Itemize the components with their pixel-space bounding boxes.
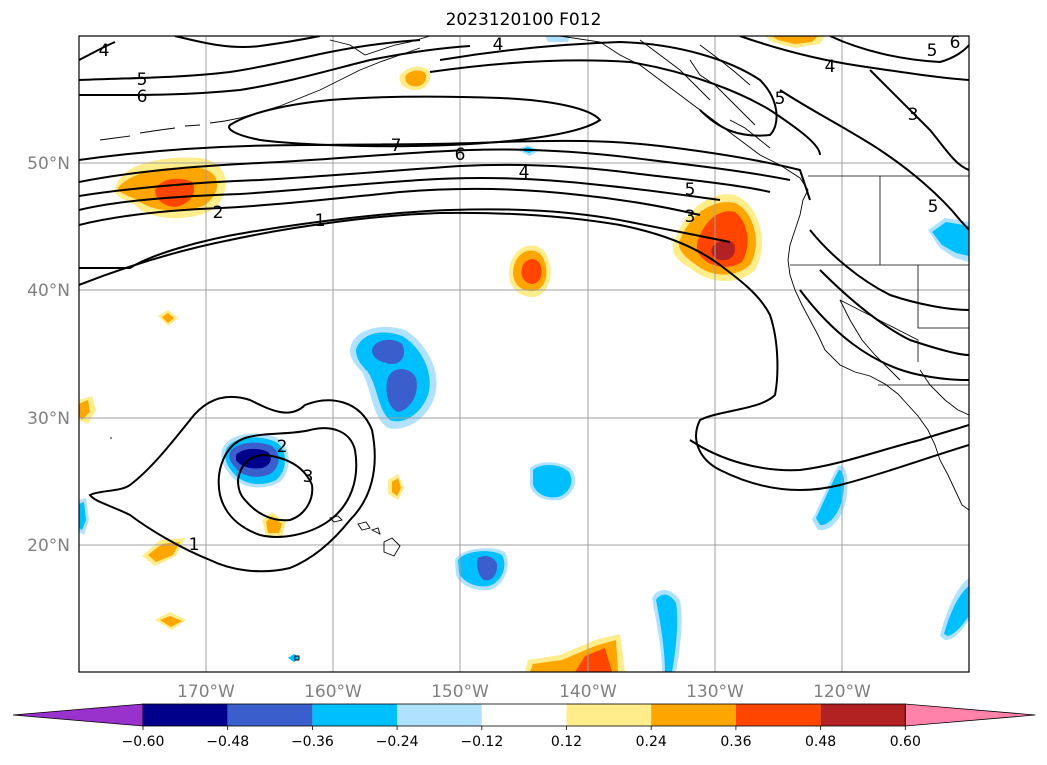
lon-label: 150°W: [431, 682, 489, 702]
contour-labels: 4 5 6 7 6 4 5 3 2 1 2 3 1 4 5 4 3 5 6 5: [99, 33, 961, 555]
contour-label: 1: [189, 535, 200, 555]
colorbar-tick-label: 0.60: [890, 734, 921, 750]
positive-anomaly-blob: [672, 194, 763, 282]
political-borders: [790, 175, 969, 386]
map-frame: [78, 35, 970, 673]
colorbar-tick-label: 0.36: [720, 734, 751, 750]
contour-label: 3: [685, 207, 696, 227]
negative-anomaly-blob: [350, 326, 437, 429]
colorbar-extension-low: [12, 703, 144, 727]
contour-label: 4: [519, 163, 530, 183]
colorbar-outline: [142, 703, 906, 727]
colorbar-segment: [651, 704, 736, 726]
contour-label: 5: [927, 41, 938, 61]
colorbar-tick-label: −0.60: [122, 734, 165, 750]
contour-label: 6: [950, 33, 961, 53]
colorbar-segment: [820, 704, 906, 726]
map-title: 2023120100 F012: [445, 10, 602, 30]
contour-label: 4: [825, 57, 836, 77]
contour-label: 5: [928, 197, 939, 217]
lat-label: 20°N: [27, 536, 70, 556]
contour-label: 5: [775, 89, 786, 109]
colorbar-segment: [312, 704, 398, 726]
colorbar-segment: [397, 704, 482, 726]
lon-label: 140°W: [559, 682, 617, 702]
colorbar-segment: [735, 704, 821, 726]
contour-label: 2: [277, 437, 288, 457]
colorbar-segment: [481, 704, 567, 726]
contour-label: 5: [685, 180, 696, 200]
contour-label: 3: [908, 105, 919, 125]
colorbar-tick-label: 0.24: [636, 734, 667, 750]
colorbar-segment: [566, 704, 652, 726]
contour-label: 3: [303, 467, 314, 487]
colorbar-segment: [143, 704, 228, 726]
contour-label: 7: [391, 136, 402, 156]
lat-label: 50°N: [27, 154, 70, 174]
contour-label: 4: [493, 35, 504, 55]
gridlines: [79, 36, 969, 672]
colorbar-extension-high: [904, 703, 1036, 727]
colorbar-tick-label: 0.48: [805, 734, 836, 750]
shaded-anomalies: [79, 36, 969, 672]
colorbar-tick-label: −0.36: [291, 734, 334, 750]
latitude-labels: 50°N 40°N 30°N 20°N: [27, 154, 70, 556]
colorbar-tick-label: 0.12: [551, 734, 582, 750]
longitude-labels: 170°W 160°W 150°W 140°W 130°W 120°W: [177, 682, 871, 702]
lon-label: 170°W: [177, 682, 235, 702]
colorbar-tick-label: −0.48: [206, 734, 249, 750]
lat-label: 30°N: [27, 409, 70, 429]
coastlines: [99, 36, 969, 661]
positive-anomaly-blob: [508, 245, 551, 298]
contour-label: 2: [213, 203, 224, 223]
lon-label: 120°W: [813, 682, 871, 702]
lon-label: 130°W: [686, 682, 744, 702]
colorbar-tick-label: −0.12: [460, 734, 503, 750]
contour-label: 6: [137, 87, 148, 107]
contour-label: 4: [99, 41, 110, 61]
contour-label: 5: [137, 70, 148, 90]
colorbar: −0.60 −0.48 −0.36 −0.24 −0.12 0.12 0.24 0.36 0.4…: [12, 703, 1036, 750]
colorbar-tick-label: −0.24: [376, 734, 419, 750]
map-panel: 4 5 6 7 6 4 5 3 2 1 2 3 1 4 5 4 3 5 6 5: [79, 33, 969, 672]
colorbar-segment: [227, 704, 313, 726]
contour-label: 1: [315, 211, 326, 231]
contour-label: 6: [455, 145, 466, 165]
lon-label: 160°W: [304, 682, 362, 702]
lat-label: 40°N: [27, 281, 70, 301]
contour-lines: [79, 36, 969, 573]
